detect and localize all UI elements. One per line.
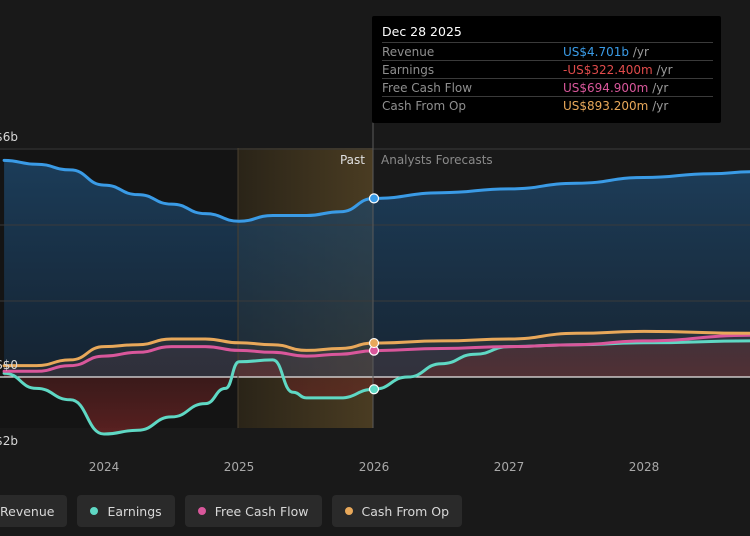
legend-label: Earnings	[107, 503, 162, 519]
legend-item-revenue[interactable]: Revenue	[0, 495, 68, 527]
legend-label: Free Cash Flow	[214, 503, 309, 519]
y-tick-label: US$0	[0, 358, 18, 372]
y-tick-label: -US$2b	[0, 434, 18, 448]
x-tick-label: 2025	[224, 460, 255, 474]
x-tick-label: 2026	[359, 460, 390, 474]
tooltip-row-cfo: Cash From Op US$893.200m /yr	[382, 96, 713, 115]
free-cash-flow-line	[2, 333, 750, 373]
tooltip-label: Revenue	[382, 45, 435, 59]
legend-dot-icon	[197, 507, 206, 515]
legend-dot-icon	[344, 507, 353, 515]
revenue-area	[4, 160, 750, 377]
cash-from-op-line	[2, 329, 750, 368]
tooltip-value: US$4.701b /yr	[563, 45, 649, 59]
tooltip-label: Cash From Op	[382, 99, 467, 113]
tooltip-row-revenue: Revenue US$4.701b /yr	[382, 42, 713, 61]
earnings-marker	[368, 384, 380, 395]
tooltip-value: US$893.200m /yr	[563, 99, 669, 113]
tooltip-row-earnings: Earnings -US$322.400m /yr	[382, 60, 713, 79]
tooltip-value: -US$322.400m /yr	[563, 63, 673, 77]
forecast-label: Analysts Forecasts	[381, 153, 493, 167]
past-label: Past	[340, 153, 365, 167]
legend-item-earnings[interactable]: Earnings	[77, 495, 175, 527]
tooltip-label: Earnings	[382, 63, 435, 77]
legend-dot-icon	[90, 507, 99, 515]
cash-from-op-marker	[368, 337, 380, 349]
x-tick-label: 2027	[494, 460, 525, 474]
x-tick-label: 2024	[89, 460, 120, 474]
tooltip-date: Dec 28 2025	[382, 24, 462, 39]
tooltip-label: Free Cash Flow	[382, 81, 473, 95]
legend-item-cash-from-op[interactable]: Cash From Op	[331, 495, 463, 527]
y-tick-label: US$6b	[0, 130, 18, 144]
tooltip-row-fcf: Free Cash Flow US$694.900m /yr	[382, 78, 713, 97]
tooltip: Dec 28 2025 Revenue US$4.701b /yr Earnin…	[372, 16, 721, 123]
revenue-marker	[368, 193, 380, 204]
x-tick-label: 2028	[629, 460, 660, 474]
legend-label: Cash From Op	[361, 503, 450, 519]
tooltip-value: US$694.900m /yr	[563, 81, 669, 95]
revenue-line	[2, 158, 750, 223]
legend: Revenue Earnings Free Cash Flow Cash Fro…	[0, 495, 463, 527]
legend-label: Revenue	[0, 503, 55, 519]
legend-item-free-cash-flow[interactable]: Free Cash Flow	[184, 495, 322, 527]
